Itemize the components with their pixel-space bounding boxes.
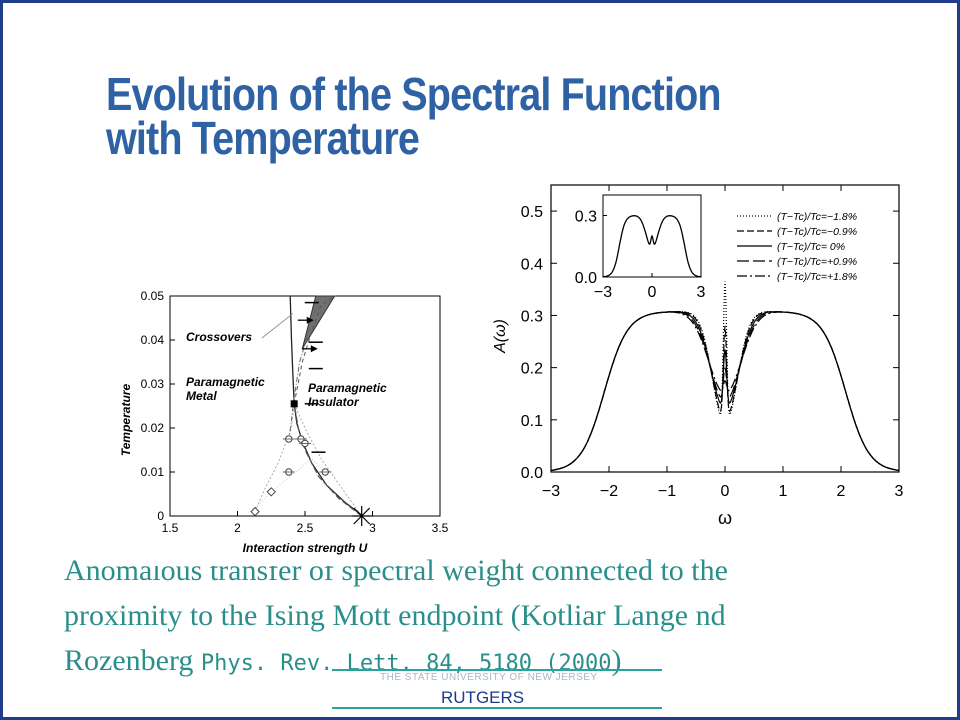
legend-label: (T−Tc)/Tc= 0% [777,241,845,253]
spectral-series-line [550,311,900,471]
diamond-marker [266,487,276,497]
legend-label: (T−Tc)/Tc=−1.8% [777,211,857,223]
phase-xlabel: Interaction strength U [243,541,368,555]
crossover-arrow-head [306,316,314,324]
footer-logo-text: RUTGERS [441,688,525,707]
phase-line [293,295,335,404]
phase-y-tick-label: 0.01 [141,465,165,479]
phase-y-tick-label: 0.05 [141,289,165,303]
caption-line-1: Anomalous transfer of spectral weight co… [64,554,728,587]
title-line-2: with Temperature [106,112,420,164]
phase-diagram: 1.5 2 2.5 3 3.5 0 0.01 0.02 0.03 0.04 0.05 Tempera… [119,289,449,555]
phase-y-tick-label: 0.03 [141,377,165,391]
phase-y-tick-label: 0.04 [141,333,165,347]
slide-title: Evolution of the Spectral Function with … [106,68,794,164]
footer-rule-bottom [332,707,662,709]
inset-y-tick-label: 0.3 [575,209,597,226]
phase-ylabel: Temperature [119,384,133,457]
annotation-paramagnetic-metal-2: Metal [186,389,217,403]
phase-plot-frame [169,295,441,517]
spectral-y-tick-label: 0.5 [521,204,543,221]
phase-x-tick-label: 2.5 [297,521,314,535]
phase-line [293,403,363,517]
spectral-x-tick-label: 1 [779,483,788,500]
diamond-marker [250,506,260,517]
phase-line [250,458,326,512]
caption-line-3-end: ) [611,644,622,677]
crossover-arrow-head [310,345,318,353]
caption-reference: Phys. Rev. Lett. 84, 5180 (2000 [200,651,612,676]
spectral-y-tick-label: 0.4 [521,256,543,273]
critical-point-marker [290,400,298,408]
spectral-y-tick-label: 0.3 [521,308,543,325]
phase-line [289,295,364,517]
inset-x-tick-label: −3 [594,284,612,301]
legend-label: (T−Tc)/Tc=+0.9% [777,256,857,268]
inset-x-tick-label: 3 [697,284,706,301]
phase-x-tick-label: 3.5 [432,521,449,535]
annotation-paramagnetic-insulator-1: Paramagnetic [308,381,387,395]
annotation-paramagnetic-metal-1: Paramagnetic [186,375,265,389]
phase-line [254,403,295,512]
spectral-x-tick-label: −1 [658,483,676,500]
inset-series-line [602,215,702,278]
spectral-series-line [550,281,900,471]
spectral-ylabel: A(ω) [492,319,509,354]
spectral-series-line [550,311,900,471]
inset-x-tick-label: 0 [648,284,657,301]
spectral-x-tick-label: −3 [542,483,560,500]
inset-y-tick-label: 0.0 [575,270,597,287]
legend-label: (T−Tc)/Tc=−0.9% [777,226,857,238]
spectral-y-tick-label: 0.2 [521,361,543,378]
footer-rule-top [332,669,662,671]
caption: Anomalous transfer of spectral weight co… [64,548,904,686]
inset-chart: −3 0 3 0.0 0.3 [575,194,706,301]
caption-line-2: proximity to the Ising Mott endpoint (Ko… [64,599,726,632]
spectral-xlabel: ω [718,508,732,528]
legend-label: (T−Tc)/Tc=+1.8% [777,271,857,283]
crossover-pointer [261,313,294,339]
phase-y-tick-label: 0 [157,509,164,523]
spectral-y-tick-label: 0.0 [521,465,543,482]
footer-university: THE STATE UNIVERSITY OF NEW JERSEY [380,672,598,683]
spectral-x-tick-label: 0 [721,483,730,500]
phase-x-tick-label: 3 [369,521,376,535]
phase-line [293,403,363,517]
spectral-x-tick-label: −2 [600,483,618,500]
spectral-x-tick-label: 3 [895,483,904,500]
spectral-x-tick-label: 2 [837,483,846,500]
caption-line-3: Rozenberg [64,644,201,677]
annotation-paramagnetic-insulator-2: Insulator [308,395,360,409]
spectral-function-chart: −3 −2 −1 0 1 2 3 0.0 0.1 0.2 0.3 0.4 0.5 (T−Tc)/Tc=−… [492,184,904,528]
phase-y-tick-label: 0.02 [141,421,165,435]
annotation-crossovers: Crossovers [186,330,252,344]
phase-x-tick-label: 2 [234,521,241,535]
spectral-y-tick-label: 0.1 [521,413,543,430]
spectral-series-line [550,311,900,471]
title-line-1: Evolution of the Spectral Function [106,68,722,120]
spectral-series-line [550,311,900,471]
phase-x-tick-label: 1.5 [162,521,179,535]
